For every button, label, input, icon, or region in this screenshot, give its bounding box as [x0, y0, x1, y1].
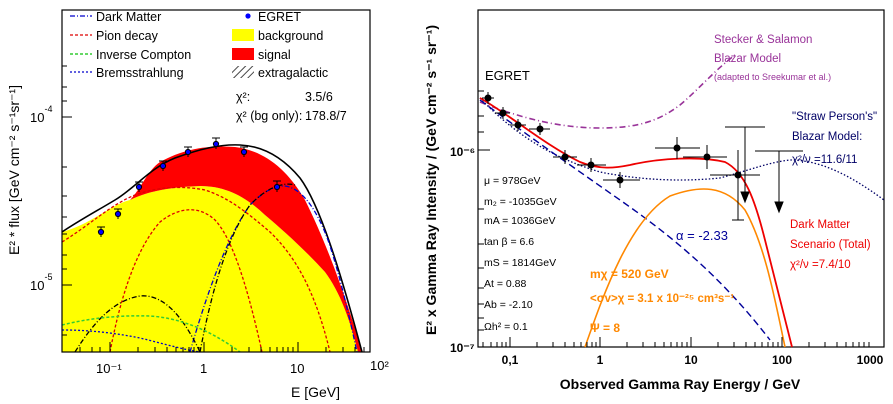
- egret-point: [482, 92, 494, 104]
- dm-signal-curve: [584, 188, 786, 348]
- left-plot-frame: [61, 9, 371, 353]
- right-xtick-4: 1000: [857, 353, 884, 367]
- extragalactic-curve: [199, 183, 296, 353]
- legend-extragalactic: extragalactic: [258, 66, 328, 80]
- left-x-ticks: [79, 342, 365, 352]
- egret-point: [240, 146, 248, 157]
- egret-point: [495, 107, 510, 119]
- right-xtick-0: 0,1: [502, 353, 519, 367]
- stecker-line-2: Blazar Model: [714, 53, 781, 65]
- egret-point: [184, 146, 192, 157]
- upper-limit-2: [755, 150, 803, 214]
- extragalactic-curve-2: [74, 295, 201, 353]
- right-xtick-3: 100: [772, 353, 792, 367]
- left-xtick-label-1: 1: [200, 361, 207, 376]
- dark-matter-curve: [189, 185, 358, 353]
- legend-pion-decay: Pion decay: [96, 29, 159, 43]
- bremsstrahlung-curve: [61, 329, 201, 353]
- right-egret-points: [482, 92, 760, 221]
- left-chart: Dark Matter Pion decay Inverse Compton B…: [6, 9, 389, 400]
- egret-point: [529, 123, 550, 135]
- susy-params: μ = 978GeV m₂ = -1035GeV mA = 1036GeV ta…: [484, 175, 557, 333]
- legend-chi2-bg-value: 178.8/7: [305, 109, 347, 123]
- right-xtick-1: 1: [597, 353, 604, 367]
- egret-point: [273, 180, 281, 192]
- background-area: [62, 186, 358, 352]
- egret-point: [710, 150, 760, 221]
- legend-chi2-bg-label: χ² (bg only):: [236, 109, 302, 123]
- legend-dark-matter: Dark Matter: [96, 10, 161, 24]
- right-chart: 10⁻⁶ 10⁻⁷ 0,1 1 10 100 1000 Observed Gam…: [423, 9, 885, 392]
- legend-egret: EGRET: [258, 10, 301, 24]
- straw-line-2: Blazar Model:: [792, 131, 862, 143]
- right-ytick-1e-7: 10⁻⁷: [450, 341, 475, 355]
- left-x-axis-title: E [GeV]: [291, 384, 340, 400]
- total-curve: [61, 144, 363, 353]
- egret-point: [603, 172, 640, 188]
- left-y-ticks: [62, 65, 72, 336]
- right-x-axis-title: Observed Gamma Ray Energy / GeV: [560, 376, 801, 392]
- dm-line-3: χ²/ν =7.4/10: [790, 259, 851, 271]
- stecker-line-3: (adapted to Sreekumar et al.): [714, 72, 831, 82]
- left-ytick-label-1e-4: 10-4: [30, 104, 52, 125]
- stecker-curve: [479, 54, 736, 129]
- left-xtick-label-0: 10⁻¹: [96, 361, 122, 376]
- alpha-curve: [479, 99, 771, 341]
- left-xtick-label-3: 10²: [370, 358, 389, 373]
- right-ytick-1e-6: 10⁻⁶: [450, 145, 475, 159]
- pion-decay-curve-2: [61, 186, 331, 353]
- right-ticks: [478, 90, 870, 348]
- stecker-line-1: Stecker & Salamon: [714, 34, 812, 46]
- param-ms: mS = 1814GeV: [484, 257, 556, 269]
- egret-point: [212, 137, 220, 149]
- alpha-label: α = -2.33: [676, 228, 728, 243]
- straw-line-3: χ²/ν =11.6/11: [792, 154, 857, 166]
- param-mu: μ = 978GeV: [484, 175, 541, 187]
- left-egret-points: [97, 137, 281, 237]
- egret-point: [655, 137, 700, 159]
- sigmav-label: <σv>χ = 3.1 x 10⁻²⁵ cm³s⁻¹: [590, 293, 734, 305]
- left-legend: Dark Matter Pion decay Inverse Compton B…: [70, 10, 347, 123]
- param-ab: Ab = -2.10: [484, 299, 533, 311]
- straw-line-1: "Straw Person's": [792, 111, 877, 123]
- param-tanb: tan β = 6.6: [484, 236, 534, 248]
- param-omega: Ωh² = 0.1: [484, 321, 528, 333]
- psi-label: Ψ = 8: [590, 321, 620, 335]
- mchi-label: mχ = 520 GeV: [590, 267, 669, 281]
- legend-chi2-label: χ²:: [236, 90, 250, 104]
- egret-point: [553, 150, 577, 164]
- param-ma: mA = 1036GeV: [484, 215, 556, 227]
- param-at: At = 0.88: [484, 278, 526, 290]
- egret-point: [577, 158, 606, 172]
- param-m2: m₂ = -1035GeV: [484, 196, 557, 208]
- pion-decay-curve: [109, 209, 263, 353]
- legend-bremsstrahlung: Bremsstrahlung: [96, 66, 184, 80]
- egret-point: [510, 119, 526, 131]
- dm-total-curve: [479, 97, 793, 348]
- egret-point: [135, 181, 143, 192]
- dm-line-1: Dark Matter: [790, 219, 850, 231]
- egret-point: [114, 208, 122, 219]
- egret-point: [97, 226, 105, 237]
- left-xtick-label-2: 10: [290, 361, 304, 376]
- left-ytick-label-1e-5: 10-5: [30, 272, 52, 293]
- legend-signal: signal: [258, 48, 291, 62]
- inverse-compton-curve: [61, 315, 241, 353]
- signal-area: [130, 146, 362, 352]
- legend-background: background: [258, 29, 323, 43]
- egret-point: [159, 160, 167, 171]
- right-y-axis-title: E² x Gamma Ray Intensity / (GeV cm⁻² s⁻¹…: [423, 25, 439, 335]
- upper-limit-1: [725, 126, 765, 204]
- right-plot-frame: [477, 9, 885, 348]
- legend-inverse-compton: Inverse Compton: [96, 48, 191, 62]
- right-egret-label: EGRET: [485, 68, 530, 83]
- right-xtick-2: 10: [684, 353, 698, 367]
- dm-line-2: Scenario (Total): [790, 239, 871, 251]
- left-y-axis-title: E² * flux [GeV cm⁻² s⁻¹sr⁻¹]: [6, 85, 22, 255]
- legend-chi2-value: 3.5/6: [305, 90, 333, 104]
- upper-limits: [725, 126, 803, 214]
- egret-point: [683, 145, 727, 169]
